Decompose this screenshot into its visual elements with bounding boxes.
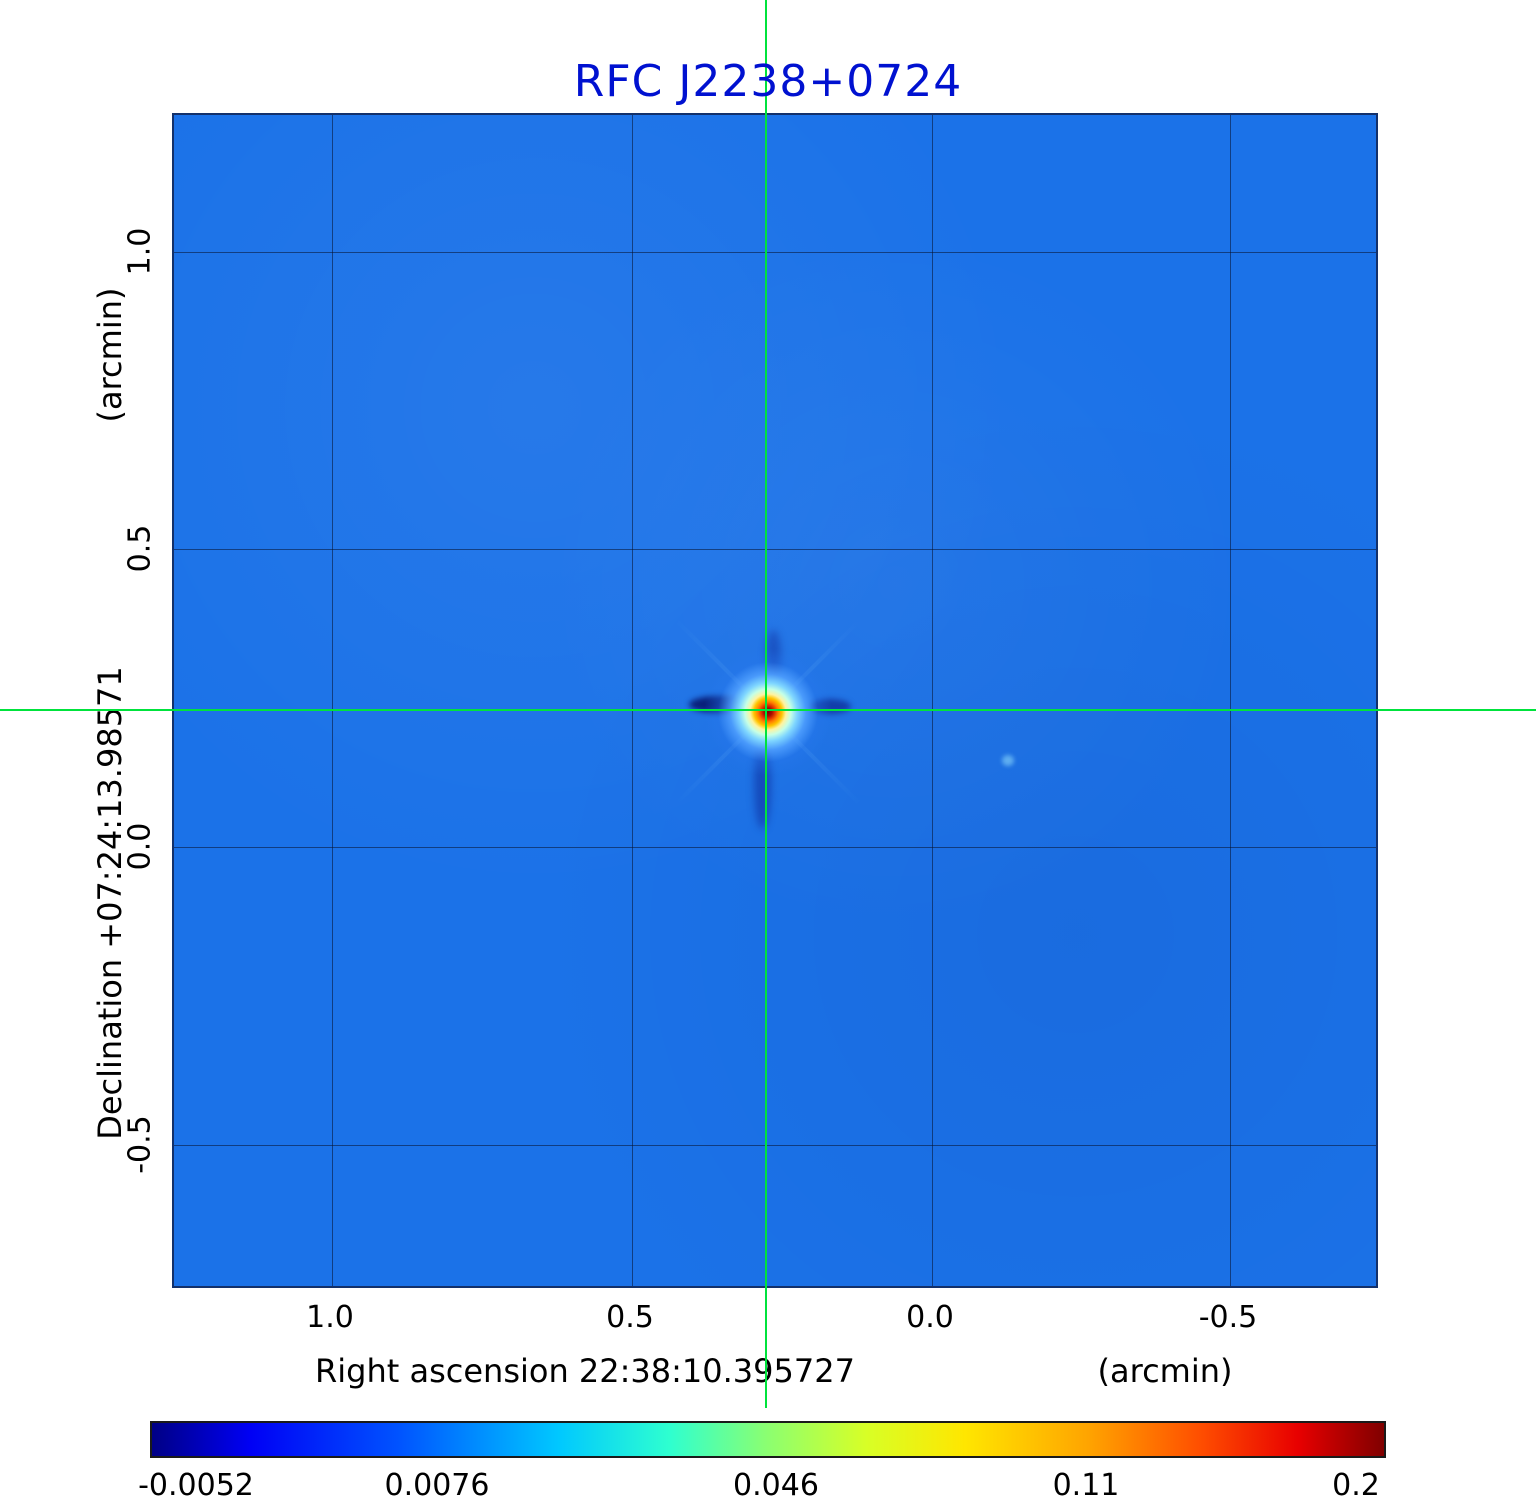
y-axis-unit-label: (arcmin): [91, 287, 129, 423]
crosshair-horizontal-line: [0, 709, 1536, 711]
grid-line: [174, 847, 1376, 848]
x-tick-label: 1.0: [306, 1300, 354, 1335]
radio-source-peak: [698, 642, 838, 782]
colorbar-tick-label: 0.046: [733, 1468, 819, 1503]
grid-line: [174, 1145, 1376, 1146]
grid-line: [632, 115, 633, 1286]
y-axis-label: Declination +07:24:13.98571: [91, 666, 129, 1140]
x-axis-unit-label: (arcmin): [1097, 1352, 1233, 1390]
image-map: [172, 113, 1378, 1288]
colorbar-tick-label: 0.0076: [384, 1468, 490, 1503]
grid-line: [1230, 115, 1231, 1286]
x-tick-label: 0.0: [906, 1300, 954, 1335]
crosshair-vertical-line: [765, 0, 767, 1408]
x-tick-label: 0.5: [606, 1300, 654, 1335]
colorbar-tick-label: 0.11: [1052, 1468, 1120, 1503]
grid-line: [174, 549, 1376, 550]
grid-line: [932, 115, 933, 1286]
grid-line: [174, 252, 1376, 253]
x-tick-label: -0.5: [1198, 1300, 1258, 1335]
faint-secondary-spot: [1002, 755, 1014, 766]
grid-line: [332, 115, 333, 1286]
colorbar-tick-label: 0.2: [1332, 1468, 1380, 1503]
x-axis-label: Right ascension 22:38:10.395727: [315, 1352, 855, 1390]
y-tick-label: 0.5: [122, 524, 158, 573]
plot-title: RFC J2238+0724: [573, 56, 963, 107]
colorbar-tick-label: -0.0052: [138, 1468, 254, 1503]
colorbar: [150, 1421, 1386, 1458]
